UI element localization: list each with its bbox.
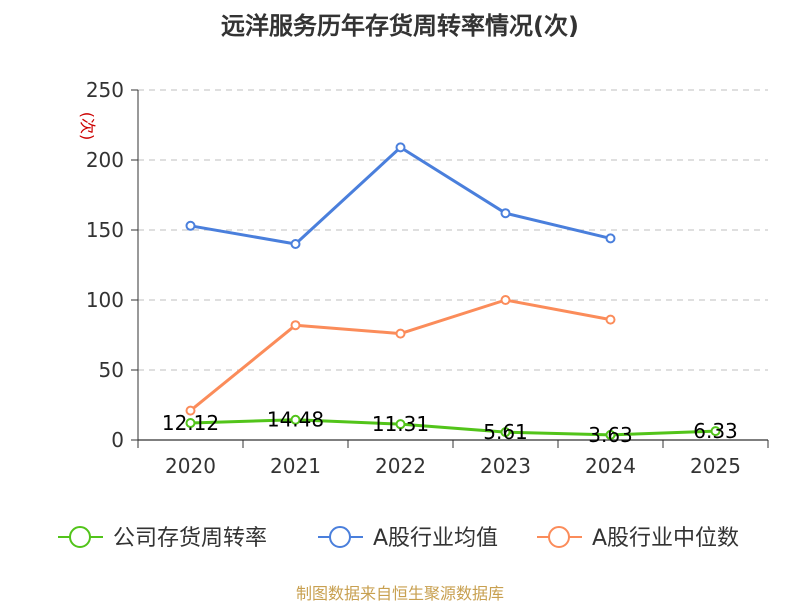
- data-point: [185, 405, 196, 416]
- legend-swatch-marker: [69, 526, 91, 548]
- x-tick-label: 2024: [585, 454, 636, 478]
- data-point: [290, 414, 301, 425]
- legend-item: A股行业中位数: [537, 526, 739, 551]
- y-tick-label: 50: [99, 358, 124, 382]
- data-label: 5.61: [483, 420, 528, 444]
- axes: 0 50 100 150 200 250 2020 2021 2022 2023 2024 2025: [86, 78, 769, 478]
- data-label: 14.48: [267, 408, 324, 432]
- data-label: 6.33: [693, 419, 738, 443]
- data-label: 11.31: [372, 412, 429, 436]
- legend-item: 公司存货周转率: [58, 526, 267, 551]
- legend-swatch-marker: [329, 526, 351, 548]
- x-tick-label: 2025: [690, 454, 741, 478]
- data-point: [605, 429, 616, 440]
- data-point: [605, 233, 616, 244]
- x-tick-label: 2022: [375, 454, 426, 478]
- legend-label: A股行业均值: [373, 526, 498, 551]
- data-point: [185, 418, 196, 429]
- data-point: [395, 419, 406, 430]
- legend-label: A股行业中位数: [592, 526, 739, 551]
- legend-item: A股行业均值: [318, 526, 498, 551]
- x-tick-label: 2021: [270, 454, 321, 478]
- series-line: [190, 418, 716, 437]
- data-point: [710, 426, 721, 437]
- series-lines: [185, 142, 721, 440]
- data-label: 12.12: [162, 411, 219, 435]
- series-line: [189, 298, 611, 412]
- y-axis-label: (次): [78, 112, 97, 141]
- y-tick-label: 200: [86, 148, 124, 172]
- data-label: 3.63: [588, 423, 633, 447]
- data-point: [185, 220, 196, 231]
- data-point: [500, 208, 511, 219]
- data-point: [395, 328, 406, 339]
- data-point: [290, 320, 301, 331]
- y-tick-label: 250: [86, 78, 124, 102]
- y-tick-label: 0: [111, 428, 124, 452]
- data-point: [290, 239, 301, 249]
- legend-label: 公司存货周转率: [113, 526, 267, 551]
- gridlines: [138, 89, 768, 371]
- data-point: [605, 314, 616, 325]
- chart-title: 远洋服务历年存货周转率情况(次): [221, 12, 579, 40]
- y-tick-label: 150: [86, 218, 124, 242]
- y-tick-label: 100: [86, 288, 124, 312]
- legend: 公司存货周转率 A股行业均值 A股行业中位数: [58, 526, 739, 551]
- data-point: [395, 142, 406, 153]
- x-tick-label: 2020: [165, 454, 216, 478]
- legend-swatch-marker: [548, 526, 570, 548]
- data-labels: 12.12 14.48 11.31 5.61 3.63 6.33: [162, 408, 738, 447]
- x-tick-label: 2023: [480, 454, 531, 478]
- source-note: 制图数据来自恒生聚源数据库: [295, 584, 504, 603]
- data-point: [500, 295, 511, 305]
- data-point: [500, 427, 511, 438]
